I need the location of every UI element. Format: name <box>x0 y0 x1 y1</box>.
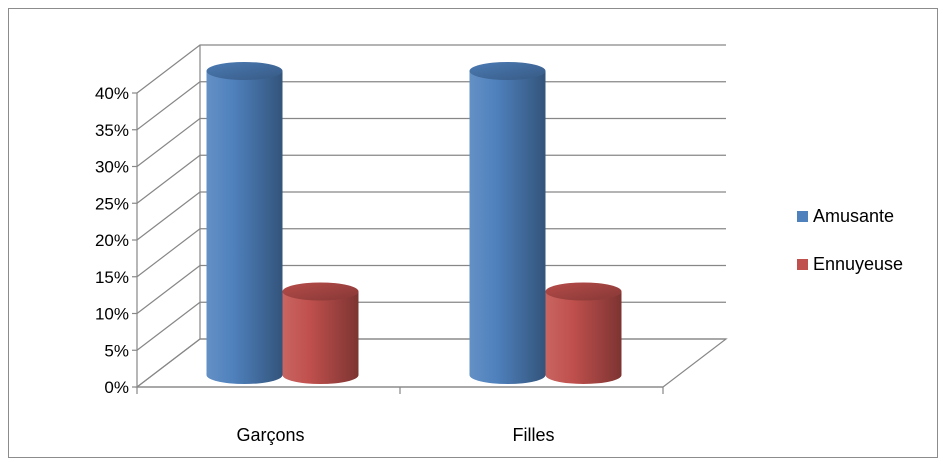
y-tick-label: 15% <box>95 268 129 287</box>
y-tick-label: 30% <box>95 158 129 177</box>
y-tick-label: 25% <box>95 194 129 213</box>
bar-top-ennuyeuse-1 <box>282 282 359 301</box>
legend-label-ennuyeuse: Ennuyeuse <box>813 254 903 274</box>
y-tick-label: 20% <box>95 231 129 250</box>
y-tick-label: 5% <box>104 341 129 360</box>
y-axis: 0% 5% 10% 15% 20% 25% 30% 35% 40% <box>95 45 201 397</box>
bars <box>206 62 622 384</box>
bar-amusante-2 <box>469 71 546 384</box>
bar-amusante-1 <box>206 71 283 384</box>
x-tick-label: Filles <box>512 425 554 445</box>
bar-top-ennuyeuse-2 <box>545 282 622 301</box>
legend: Amusante Ennuyeuse <box>797 206 903 274</box>
bar-top-amusante-1 <box>206 62 283 80</box>
legend-swatch-amusante <box>797 211 808 222</box>
y-tick-label: 10% <box>95 305 129 324</box>
y-tick-label: 40% <box>95 84 129 103</box>
bar-top-amusante-2 <box>469 62 546 80</box>
x-axis: Garçons Filles <box>136 386 664 445</box>
bar-ennuyeuse-1 <box>282 291 359 384</box>
bar-ennuyeuse-2 <box>545 291 622 384</box>
y-tick-label: 35% <box>95 121 129 140</box>
legend-swatch-ennuyeuse <box>797 259 808 270</box>
x-tick-label: Garçons <box>236 425 304 445</box>
legend-label-amusante: Amusante <box>813 206 894 226</box>
y-tick-label: 0% <box>104 378 129 397</box>
